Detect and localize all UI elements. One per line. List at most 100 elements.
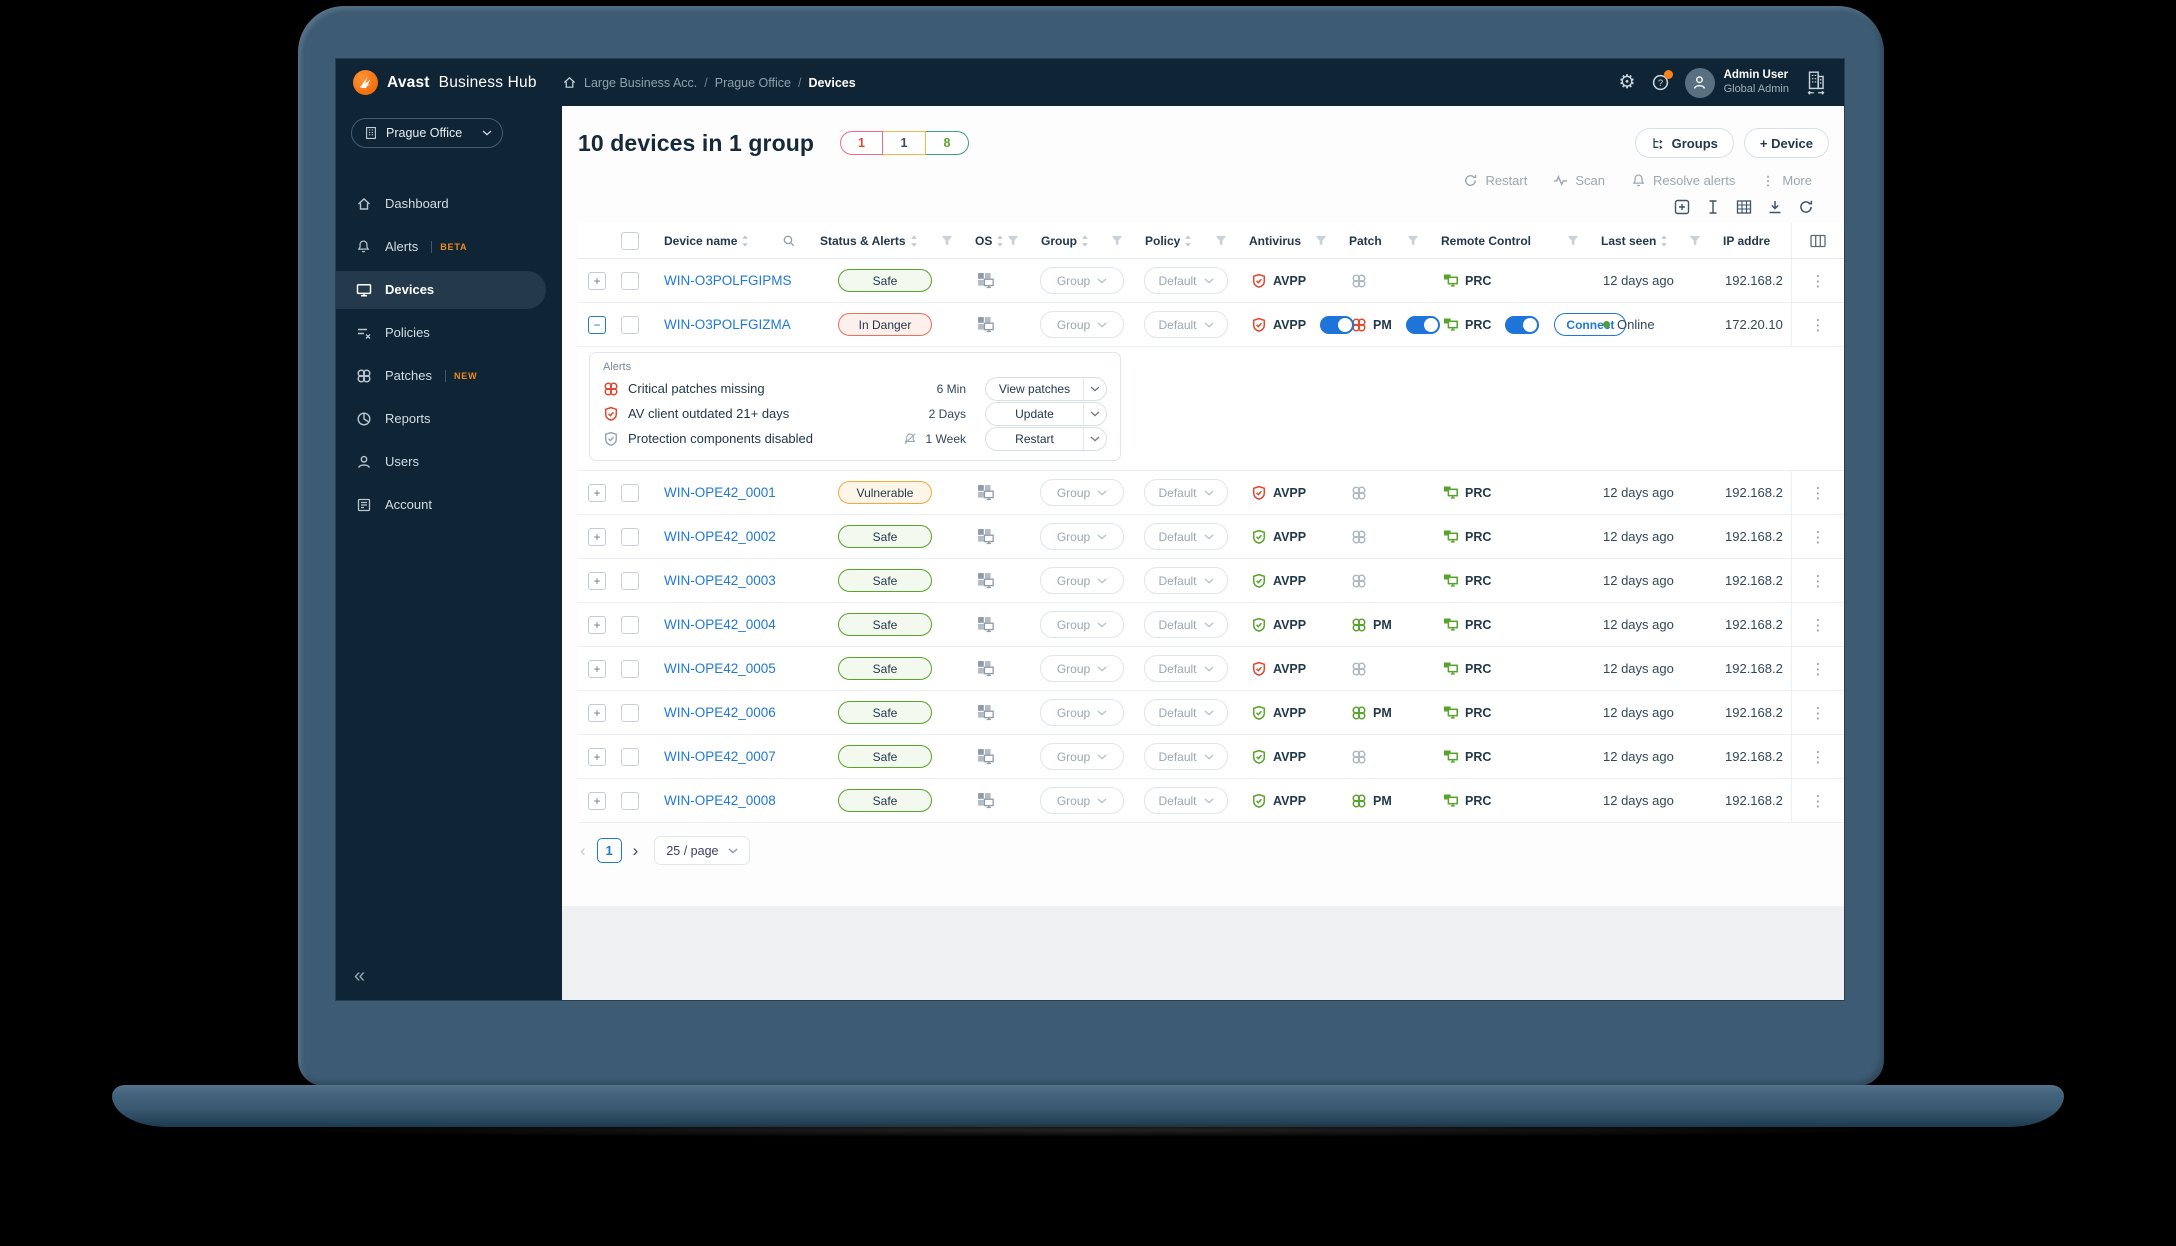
group-select[interactable]: Group [1040, 267, 1124, 294]
policy-select[interactable]: Default [1144, 787, 1228, 814]
bulk-action-more[interactable]: More [1761, 173, 1812, 188]
sort-icon[interactable] [1660, 235, 1668, 247]
antivirus-toggle[interactable] [1320, 315, 1355, 334]
column-header-antivirus[interactable]: Antivirus [1237, 223, 1337, 258]
column-header-status-alerts[interactable]: Status & Alerts [808, 223, 963, 258]
filter-icon[interactable] [1215, 235, 1227, 246]
policy-select[interactable]: Default [1144, 479, 1228, 506]
sort-icon[interactable] [1081, 235, 1089, 247]
select-all-checkbox[interactable] [621, 231, 639, 250]
row-menu-button[interactable]: ⋮ [1791, 603, 1844, 646]
column-header-remote-control[interactable]: Remote Control [1429, 223, 1589, 258]
alert-action-button[interactable]: Restart [985, 426, 1107, 451]
add-device-button[interactable]: + Device [1743, 128, 1829, 158]
sidebar-collapse-button[interactable]: « [354, 965, 366, 987]
patch-toggle[interactable] [1405, 315, 1440, 334]
expand-row-button[interactable]: + [588, 527, 606, 546]
device-name-link[interactable]: WIN-OPE42_0002 [664, 529, 776, 544]
expand-row-button[interactable]: + [588, 615, 606, 634]
row-checkbox[interactable] [621, 615, 639, 634]
sidebar-item-account[interactable]: Account [336, 483, 546, 526]
site-selector[interactable]: Prague Office [351, 118, 503, 148]
help-icon[interactable]: ? [1651, 70, 1673, 92]
next-page-icon[interactable]: › [632, 841, 639, 860]
filter-icon[interactable] [1007, 235, 1019, 246]
summary-badge-safe[interactable]: 8 [926, 131, 970, 155]
bulk-action-scan[interactable]: Scan [1553, 173, 1605, 188]
row-checkbox[interactable] [621, 571, 639, 590]
bulk-action-resolve-alerts[interactable]: Resolve alerts [1631, 173, 1735, 188]
device-name-link[interactable]: WIN-OPE42_0004 [664, 617, 776, 632]
home-icon[interactable] [562, 75, 577, 90]
filter-icon[interactable] [1689, 235, 1701, 246]
expand-row-button[interactable]: + [588, 483, 606, 502]
filter-icon[interactable] [941, 235, 953, 246]
group-select[interactable]: Group [1040, 655, 1124, 682]
column-header-os[interactable]: OS [963, 223, 1029, 258]
expand-row-button[interactable]: + [588, 271, 606, 290]
alert-action-button[interactable]: View patches [985, 376, 1107, 401]
settings-gear-icon[interactable]: ⚙ [1618, 72, 1636, 93]
policy-select[interactable]: Default [1144, 567, 1228, 594]
policy-select[interactable]: Default [1144, 611, 1228, 638]
sort-icon[interactable] [996, 235, 1004, 247]
row-menu-button[interactable]: ⋮ [1791, 259, 1844, 302]
column-settings-cell[interactable] [1791, 223, 1844, 258]
row-checkbox[interactable] [621, 703, 639, 722]
filter-icon[interactable] [1315, 235, 1327, 246]
row-checkbox[interactable] [621, 315, 639, 334]
group-select[interactable]: Group [1040, 699, 1124, 726]
row-menu-button[interactable]: ⋮ [1791, 559, 1844, 602]
group-select[interactable]: Group [1040, 743, 1124, 770]
summary-badge-warning[interactable]: 1 [883, 131, 927, 155]
prev-page-icon[interactable]: ‹ [580, 841, 586, 860]
remote-control-toggle[interactable] [1505, 315, 1540, 334]
group-select[interactable]: Group [1040, 787, 1124, 814]
row-menu-button[interactable]: ⋮ [1791, 779, 1844, 822]
policy-select[interactable]: Default [1144, 311, 1228, 338]
filter-icon[interactable] [1567, 235, 1579, 246]
expand-row-button[interactable]: + [588, 571, 606, 590]
sidebar-item-reports[interactable]: Reports [336, 397, 546, 440]
sort-icon[interactable] [741, 235, 749, 247]
filter-icon[interactable] [1407, 235, 1419, 246]
company-switcher-icon[interactable] [1804, 70, 1828, 96]
sidebar-item-users[interactable]: Users [336, 440, 546, 483]
row-menu-button[interactable]: ⋮ [1791, 735, 1844, 778]
expand-row-button[interactable]: + [588, 659, 606, 678]
expand-row-button[interactable]: + [588, 747, 606, 766]
collapse-row-button[interactable]: − [588, 315, 606, 334]
policy-select[interactable]: Default [1144, 655, 1228, 682]
chevron-down-icon[interactable] [1083, 427, 1106, 450]
row-checkbox[interactable] [621, 527, 639, 546]
policy-select[interactable]: Default [1144, 523, 1228, 550]
group-select[interactable]: Group [1040, 567, 1124, 594]
search-icon[interactable] [782, 234, 796, 248]
expand-row-button[interactable]: + [588, 703, 606, 722]
row-menu-button[interactable]: ⋮ [1791, 471, 1844, 514]
sort-icon[interactable] [1184, 235, 1192, 247]
device-name-link[interactable]: WIN-O3POLFGIPMS [664, 273, 792, 288]
sidebar-item-dashboard[interactable]: Dashboard [336, 182, 546, 225]
group-select[interactable]: Group [1040, 523, 1124, 550]
sidebar-item-alerts[interactable]: Alerts BETA [336, 225, 546, 268]
connect-button[interactable]: Connect [1554, 313, 1627, 336]
row-checkbox[interactable] [621, 791, 639, 810]
page-size-select[interactable]: 25 / page [654, 836, 751, 865]
group-select[interactable]: Group [1040, 611, 1124, 638]
breadcrumb-site[interactable]: Prague Office [714, 75, 791, 90]
chevron-down-icon[interactable] [1083, 402, 1106, 425]
group-select[interactable]: Group [1040, 311, 1124, 338]
breadcrumb-account[interactable]: Large Business Acc. [584, 75, 698, 90]
column-header-group[interactable]: Group [1029, 223, 1133, 258]
refresh-icon[interactable] [1798, 199, 1814, 215]
row-checkbox[interactable] [621, 271, 639, 290]
summary-badge-danger[interactable]: 1 [840, 131, 884, 155]
device-name-link[interactable]: WIN-O3POLFGIZMA [664, 317, 791, 332]
sort-icon[interactable] [910, 235, 918, 247]
policy-select[interactable]: Default [1144, 267, 1228, 294]
add-column-icon[interactable] [1674, 199, 1690, 215]
column-header-last-seen[interactable]: Last seen [1589, 223, 1711, 258]
device-name-link[interactable]: WIN-OPE42_0006 [664, 705, 776, 720]
column-header-ip-addre[interactable]: IP addre [1711, 223, 1791, 258]
